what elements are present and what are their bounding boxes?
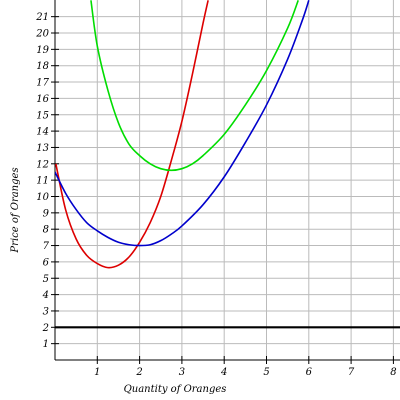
y-tick-label: 1 bbox=[43, 339, 49, 350]
x-tick-label: 1 bbox=[94, 367, 100, 378]
y-tick-label: 8 bbox=[43, 225, 49, 236]
x-tick-label: 3 bbox=[179, 367, 185, 378]
x-tick-label: 4 bbox=[220, 367, 227, 378]
series-line-blue bbox=[55, 0, 310, 247]
series-group bbox=[55, 0, 310, 269]
y-tick-label: 19 bbox=[36, 45, 49, 56]
y-tick-label: 6 bbox=[43, 257, 50, 268]
y-tick-label: 11 bbox=[36, 176, 49, 187]
y-tick-label: 12 bbox=[36, 159, 49, 170]
x-tick-label: 8 bbox=[390, 367, 396, 378]
axes bbox=[51, 0, 400, 364]
x-tick-label: 5 bbox=[263, 367, 269, 378]
y-tick-label: 2 bbox=[42, 323, 49, 334]
y-tick-label: 16 bbox=[36, 94, 49, 105]
y-tick-label: 14 bbox=[36, 127, 49, 138]
series-line-red bbox=[55, 0, 209, 269]
y-tick-label: 21 bbox=[35, 12, 49, 23]
x-tick-label: 6 bbox=[306, 367, 313, 378]
y-tick-label: 5 bbox=[43, 274, 49, 285]
x-tick-label: 2 bbox=[135, 367, 142, 378]
x-tick-label: 7 bbox=[348, 367, 355, 378]
y-tick-label: 20 bbox=[35, 29, 49, 40]
y-tick-label: 9 bbox=[43, 208, 50, 219]
y-tick-label: 4 bbox=[42, 290, 49, 301]
y-tick-label: 3 bbox=[43, 306, 49, 317]
y-tick-label: 7 bbox=[43, 241, 50, 252]
y-tick-label: 15 bbox=[36, 110, 49, 121]
grid bbox=[55, 0, 400, 360]
y-tick-label: 10 bbox=[36, 192, 49, 203]
y-tick-label: 17 bbox=[36, 78, 49, 89]
series-line-green bbox=[90, 0, 299, 172]
y-tick-label: 18 bbox=[36, 61, 49, 72]
x-axis-title: Quantity of Oranges bbox=[124, 384, 227, 395]
y-axis-title: Price of Oranges bbox=[10, 167, 21, 253]
y-tick-label: 13 bbox=[36, 143, 49, 154]
